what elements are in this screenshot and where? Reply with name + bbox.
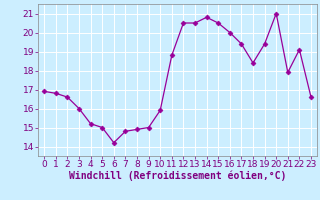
X-axis label: Windchill (Refroidissement éolien,°C): Windchill (Refroidissement éolien,°C) [69,171,286,181]
